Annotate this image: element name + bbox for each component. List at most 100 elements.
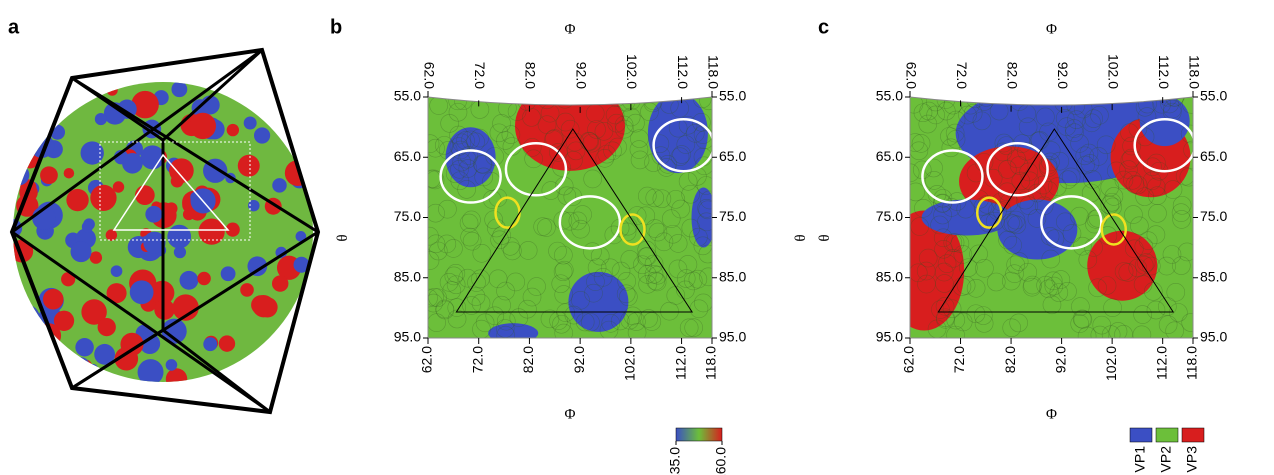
y-tick-label-right: 65.0 [719, 148, 746, 164]
cell [924, 171, 944, 190]
cell [1066, 97, 1086, 115]
y-tick-label-left: 75.0 [876, 208, 903, 224]
cell [1006, 255, 1025, 275]
cell [910, 141, 929, 161]
cell [1128, 119, 1148, 139]
cell [1098, 226, 1118, 245]
cell [997, 136, 1016, 155]
cell [484, 210, 503, 230]
capsid-patch [106, 84, 118, 96]
cell [616, 284, 636, 304]
cell [646, 271, 665, 291]
capsid-patch [203, 337, 218, 352]
cell [1114, 325, 1133, 338]
cell [1018, 117, 1038, 137]
cell [1147, 153, 1166, 173]
cell [488, 269, 508, 289]
cell [474, 167, 493, 187]
cell [630, 129, 649, 148]
cell [966, 304, 986, 324]
capsid-patch [63, 167, 75, 179]
cell [1071, 297, 1090, 316]
cell [1108, 322, 1128, 338]
capsid-patch [248, 199, 260, 212]
cell [1163, 180, 1183, 199]
x-axis-title-bottom: Φ [1046, 406, 1057, 422]
capsid-patch [161, 318, 187, 344]
region [445, 127, 496, 188]
cell [583, 169, 602, 189]
x-tick-label-top: 102.0 [624, 54, 640, 89]
cell [1062, 224, 1082, 243]
cell [1039, 122, 1058, 142]
cell [1101, 325, 1121, 338]
cell [599, 320, 619, 338]
cell [428, 241, 448, 261]
cell [1067, 110, 1086, 129]
cell [1056, 212, 1075, 232]
cell [601, 314, 621, 333]
cell [684, 318, 704, 337]
cell [459, 213, 479, 233]
capsid-patch [197, 271, 211, 286]
cell [1177, 242, 1193, 262]
y-tick-label-left: 85.0 [394, 268, 421, 284]
capsid-patch [75, 338, 94, 357]
cell [974, 153, 994, 172]
x-tick-label-bottom: 102.0 [1103, 346, 1119, 381]
capsid-patch [112, 181, 125, 193]
cell [1078, 250, 1098, 269]
cell [518, 299, 537, 319]
cell [428, 288, 447, 308]
cell [966, 279, 986, 298]
capsid-patch [243, 116, 257, 130]
y-tick-label-left: 65.0 [876, 148, 903, 164]
cell [652, 189, 672, 209]
cell [914, 199, 933, 218]
cell [1180, 124, 1193, 144]
cell [1005, 264, 1024, 283]
cell [627, 323, 647, 338]
cell [918, 248, 938, 268]
cell [1033, 175, 1053, 195]
cell [551, 274, 571, 294]
cell [460, 227, 479, 247]
capsid-patch [61, 272, 76, 287]
cell [503, 241, 522, 261]
cell [1077, 326, 1097, 338]
cell [910, 263, 928, 283]
x-axis-title-top: Φ [1046, 21, 1057, 37]
cell [1107, 161, 1126, 181]
cell [472, 319, 491, 338]
y-tick-label-right: 85.0 [719, 268, 746, 284]
cell [604, 225, 624, 245]
cell [1090, 106, 1109, 125]
cell [1058, 282, 1077, 301]
cell [450, 160, 469, 179]
cell [566, 141, 586, 161]
cell [638, 246, 657, 266]
cell [1001, 213, 1020, 233]
cell [699, 97, 712, 111]
y-axis-title-right: θ [791, 234, 807, 241]
cell [1045, 229, 1065, 249]
cell [496, 325, 516, 338]
y-tick-label-left: 85.0 [876, 268, 903, 284]
cell [910, 217, 929, 236]
cell [650, 134, 670, 154]
cell [936, 101, 956, 121]
cell [428, 251, 440, 270]
cell [501, 236, 520, 256]
asymmetric-unit [937, 128, 1175, 313]
cell [527, 277, 546, 296]
capsid-patch [249, 365, 274, 382]
cell [489, 123, 509, 143]
footprint-outline [439, 149, 502, 204]
cell [1019, 162, 1038, 182]
cell [1125, 175, 1145, 194]
cell [959, 258, 978, 278]
cell [470, 128, 489, 148]
cell [1160, 97, 1179, 114]
capsid-patch [94, 113, 107, 126]
cell [447, 309, 467, 329]
